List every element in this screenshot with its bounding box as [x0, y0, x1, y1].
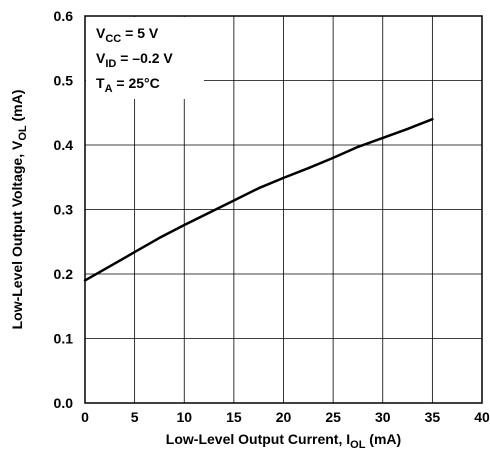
- condition-value: = 25°C: [113, 75, 160, 91]
- condition-subscript: A: [105, 83, 113, 95]
- x-tick-label: 5: [131, 409, 139, 425]
- x-axis-title-main: Low-Level Output Current, I: [166, 431, 350, 447]
- condition-subscript: ID: [105, 58, 116, 70]
- condition-subscript: CC: [105, 33, 121, 45]
- y-tick-label: 0.3: [54, 202, 74, 218]
- x-axis-title: Low-Level Output Current, IOL (mA): [166, 431, 401, 451]
- y-tick-label: 0.2: [54, 266, 74, 282]
- x-tick-label: 35: [425, 409, 441, 425]
- vol-vs-iol-curve: [83, 117, 434, 282]
- x-tick-label: 40: [474, 409, 490, 425]
- y-axis-title: Low-Level Output Voltage, VOL (mA): [9, 90, 29, 330]
- y-tick-label: 0.1: [54, 331, 74, 347]
- plot-frame: [84, 15, 483, 404]
- x-tick-label: 15: [226, 409, 242, 425]
- y-axis-title-unit: (mA): [9, 90, 25, 126]
- condition-text: VID = –0.2 V: [96, 50, 173, 70]
- data-series-layer: [83, 117, 434, 282]
- x-axis-title-subscript: OL: [350, 439, 366, 451]
- x-tick-label: 10: [176, 409, 192, 425]
- y-tick-label: 0.5: [54, 73, 74, 89]
- y-tick-label: 0.4: [54, 137, 74, 153]
- x-tick-label: 25: [325, 409, 341, 425]
- condition-symbol: V: [96, 50, 106, 66]
- y-axis-title-main: Low-Level Output Voltage, V: [9, 140, 25, 329]
- y-tick-label: 0.6: [54, 8, 74, 24]
- y-axis-title-subscript: OL: [17, 125, 29, 141]
- y-tick-labels: 0.0 0.1 0.2 0.3 0.4 0.5 0.6: [54, 8, 74, 411]
- condition-value: = 5 V: [121, 25, 159, 41]
- x-tick-label: 20: [276, 409, 292, 425]
- x-tick-label: 30: [375, 409, 391, 425]
- x-tick-labels: 0 5 10 15 20 25 30 35 40: [81, 409, 490, 425]
- condition-value: = –0.2 V: [116, 50, 173, 66]
- conditions-box-background: [86, 17, 204, 99]
- x-axis-title-unit: (mA): [365, 431, 401, 447]
- condition-symbol: V: [96, 25, 106, 41]
- condition-text: VCC = 5 V: [96, 25, 159, 45]
- x-tick-label: 0: [81, 409, 89, 425]
- y-tick-label: 0.0: [54, 395, 74, 411]
- condition-symbol: T: [96, 75, 105, 91]
- condition-text: TA = 25°C: [96, 75, 160, 95]
